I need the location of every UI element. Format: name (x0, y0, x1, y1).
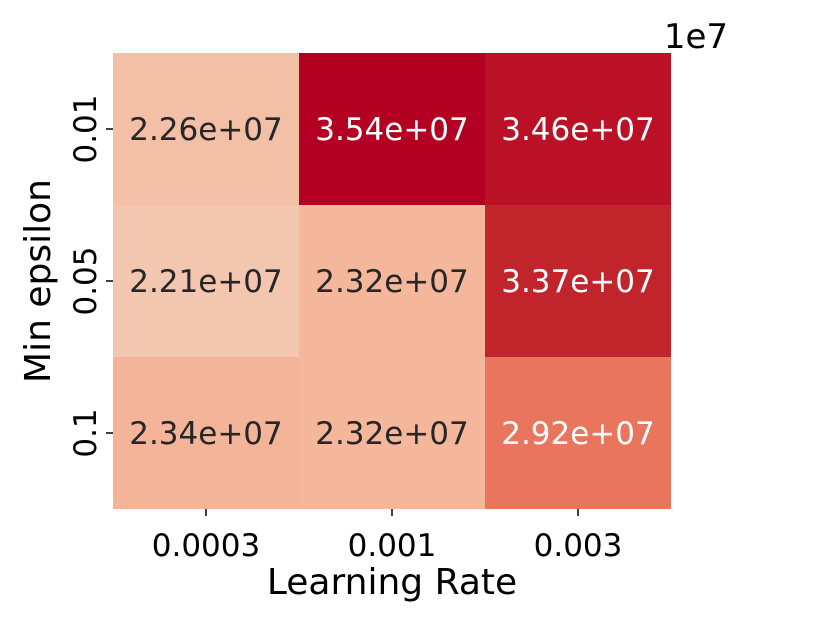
heatmap-cell-r2-c0 (113, 357, 299, 509)
cell-value-label-r1-c2: 3.37e+07 (501, 264, 655, 300)
heatmap-cell-r0-c0 (113, 53, 299, 205)
heatmap-cell-labels: 2.26e+07 3.54e+07 3.46e+07 2.21e+07 2.32e+07… (129, 112, 655, 452)
x-axis-label: Learning Rate (267, 562, 517, 603)
heatmap-cell-r0-c1 (299, 53, 485, 205)
heatmap-cell-r2-c1 (299, 357, 485, 509)
cell-value-label-r0-c1: 3.54e+07 (315, 112, 469, 148)
cell-value-label-r2-c1: 2.32e+07 (315, 416, 469, 452)
cell-value-label-r2-c0: 2.34e+07 (129, 416, 283, 452)
x-tick-label-0: 0.0003 (152, 528, 260, 564)
cell-value-label-r0-c2: 3.46e+07 (501, 112, 655, 148)
cell-value-label-r1-c0: 2.21e+07 (129, 264, 283, 300)
cell-value-label-r1-c1: 2.32e+07 (315, 264, 469, 300)
offset-text: 1e7 (664, 17, 728, 57)
x-tick-label-2: 0.003 (534, 528, 623, 564)
y-axis-ticks: 0.01 0.05 0.1 (68, 94, 113, 458)
cell-value-label-r0-c0: 2.26e+07 (129, 112, 283, 148)
heatmap-cell-r1-c2 (485, 205, 671, 357)
cell-value-label-r2-c2: 2.92e+07 (501, 416, 655, 452)
y-tick-label-1: 0.05 (68, 246, 104, 315)
x-tick-label-1: 0.001 (348, 528, 437, 564)
y-tick-label-2: 0.1 (68, 408, 104, 457)
heatmap-cell-r0-c2 (485, 53, 671, 205)
heatmap-cell-r1-c0 (113, 205, 299, 357)
heatmap-cell-r1-c1 (299, 205, 485, 357)
y-tick-label-0: 0.01 (68, 94, 104, 163)
y-axis-label: Min epsilon (18, 179, 59, 383)
x-axis-ticks: 0.0003 0.001 0.003 (152, 509, 623, 564)
heatmap-cell-r2-c2 (485, 357, 671, 509)
heatmap-cells (113, 53, 671, 509)
